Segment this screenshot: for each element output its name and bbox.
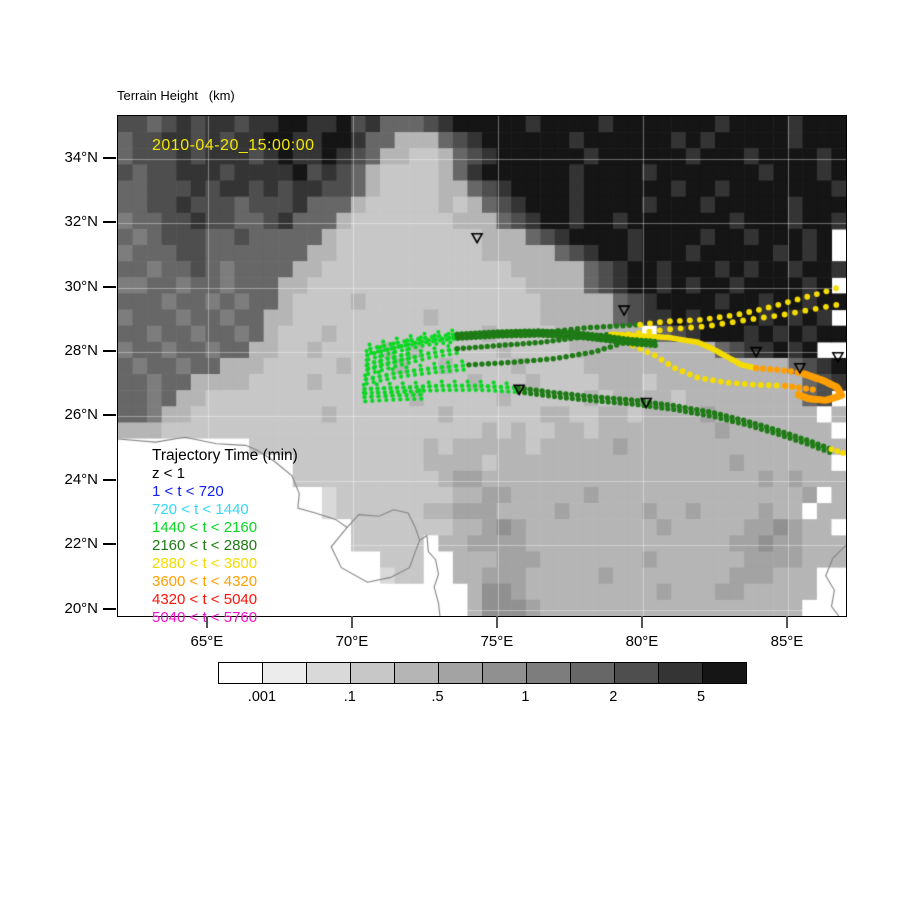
lon-tick-mark bbox=[640, 616, 643, 628]
colorbar-label: 5 bbox=[697, 689, 706, 705]
legend-title: Trajectory Time (min) bbox=[152, 447, 298, 464]
colorbar-cell bbox=[483, 663, 527, 683]
colorbar-label: .001 bbox=[247, 689, 277, 705]
legend-entry: 3600 < t < 4320 bbox=[152, 573, 258, 590]
legend-entry: 4320 < t < 5040 bbox=[152, 591, 258, 608]
colorbar-cell bbox=[703, 663, 746, 683]
map-plot-area: 2010-04-20_15:00:00 Trajectory Time (min… bbox=[117, 115, 847, 626]
lat-tick-label: 28°N bbox=[64, 341, 98, 359]
lon-tick-mark bbox=[495, 616, 498, 628]
terrain-trajectory-canvas bbox=[118, 116, 846, 616]
lat-tick-label: 30°N bbox=[64, 277, 98, 295]
lat-tick-mark bbox=[103, 221, 116, 224]
page-title: Terrain Height (km) bbox=[117, 88, 235, 103]
colorbar-cell bbox=[351, 663, 395, 683]
legend-entry: 2880 < t < 3600 bbox=[152, 555, 258, 572]
lat-tick-mark bbox=[103, 607, 116, 610]
legend-entry: 720 < t < 1440 bbox=[152, 501, 249, 518]
colorbar-label: 2 bbox=[609, 689, 618, 705]
lat-tick-mark bbox=[103, 349, 116, 352]
colorbar-label: .1 bbox=[343, 689, 356, 705]
colorbar-cell bbox=[659, 663, 703, 683]
legend-entry: 1 < t < 720 bbox=[152, 483, 224, 500]
timestamp-annotation: 2010-04-20_15:00:00 bbox=[152, 137, 315, 154]
lat-tick-label: 24°N bbox=[64, 470, 98, 488]
lat-tick-label: 22°N bbox=[64, 535, 98, 553]
lon-tick-label: 70°E bbox=[335, 633, 369, 650]
legend-entry: 2160 < t < 2880 bbox=[152, 537, 258, 554]
terrain-colorbar-labels: .001 .1 .5 1 2 5 bbox=[218, 689, 745, 709]
lon-tick-label: 65°E bbox=[190, 633, 224, 650]
lat-tick-mark bbox=[103, 414, 116, 417]
colorbar-cell bbox=[527, 663, 571, 683]
lat-tick-mark bbox=[103, 285, 116, 288]
lon-tick-mark bbox=[350, 616, 353, 628]
colorbar-cell bbox=[395, 663, 439, 683]
colorbar-cell bbox=[263, 663, 307, 683]
lat-tick-label: 32°N bbox=[64, 213, 98, 231]
lat-tick-mark bbox=[103, 543, 116, 546]
terrain-colorbar bbox=[218, 662, 747, 684]
legend-entry: z < 1 bbox=[152, 465, 185, 482]
legend-entry: 1440 < t < 2160 bbox=[152, 519, 258, 536]
colorbar-cell bbox=[571, 663, 615, 683]
colorbar-label: .5 bbox=[431, 689, 444, 705]
colorbar-cell bbox=[439, 663, 483, 683]
lon-tick-mark bbox=[785, 616, 788, 628]
lon-tick-label: 75°E bbox=[480, 633, 514, 650]
lon-tick-label: 85°E bbox=[770, 633, 804, 650]
colorbar-label: 1 bbox=[521, 689, 530, 705]
lat-tick-label: 26°N bbox=[64, 406, 98, 424]
colorbar-cell bbox=[219, 663, 263, 683]
legend-entry: 5040 < t < 5760 bbox=[152, 609, 258, 626]
lat-tick-mark bbox=[103, 478, 116, 481]
colorbar-cell bbox=[307, 663, 351, 683]
lat-tick-mark bbox=[103, 156, 116, 159]
lat-tick-label: 34°N bbox=[64, 148, 98, 166]
lat-tick-label: 20°N bbox=[64, 599, 98, 617]
lon-tick-mark bbox=[205, 616, 208, 628]
colorbar-cell bbox=[615, 663, 659, 683]
lon-tick-label: 80°E bbox=[625, 633, 659, 650]
